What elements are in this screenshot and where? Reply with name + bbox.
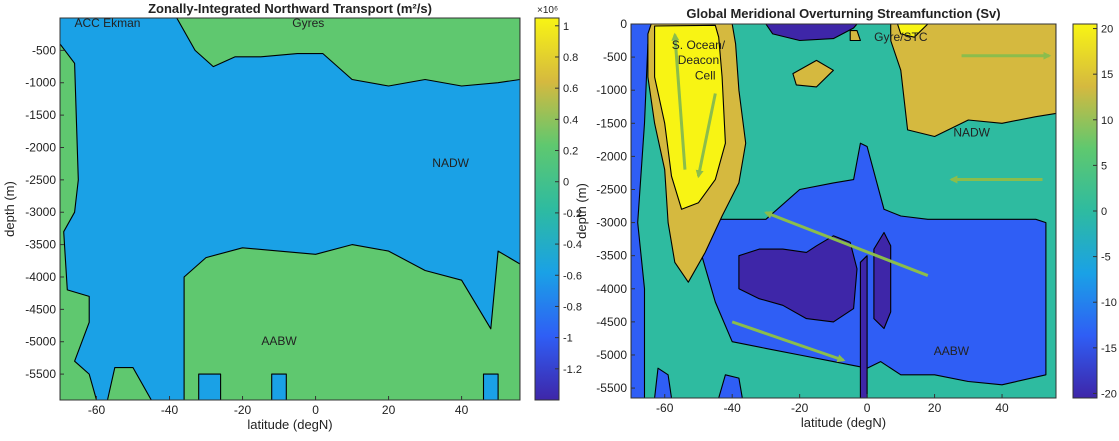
colorbar-tick-label: 10 [1101,115,1113,127]
y-tick-label: -5000 [25,335,56,349]
x-axis-label: latitude (degN) [801,415,886,430]
x-tick-label: -20 [234,403,252,417]
y-tick-label: -5500 [596,381,627,395]
x-tick-label: -60 [656,401,674,415]
contour-region-2 [183,244,520,400]
colorbar-tick-label: 15 [1101,69,1113,81]
y-axis-label: depth (m) [2,181,17,237]
contour-region-12 [654,367,673,398]
contour-region-7 [896,24,929,38]
x-tick-label: 20 [382,403,396,417]
contour-region-13 [718,374,743,398]
transport-chart: ACC Ekman Gyres NADW AABW -60 -40 -20 0 20 40 -500… [2,1,582,432]
y-tick-label: -4500 [25,302,56,316]
colorbar [534,17,560,401]
x-tick-label: 40 [455,403,469,417]
annotation-label: AABW [934,344,970,358]
colorbar-tick-label: -10 [1101,297,1117,309]
y-tick-label: -3500 [25,238,56,252]
contour-region-6 [890,24,1056,138]
y-tick-label: -2000 [596,149,627,163]
colorbar-tick-label: 0.8 [563,52,578,64]
y-tick-label: -1500 [596,116,627,130]
y-tick-label: -5000 [596,348,627,362]
colorbar-tick-label: 0 [563,177,569,189]
y-tick-label: -4500 [596,315,627,329]
x-axis-label: latitude (degN) [247,417,332,432]
annotation-label: Deacon [678,53,719,67]
y-tick-label: -3500 [596,249,627,263]
y-axis-label: depth (m) [574,183,589,239]
colorbar-tick-label: -5 [1101,252,1111,264]
colorbar-tick-label: -0.2 [563,208,582,220]
y-tick-label: -4000 [596,282,627,296]
chart-title: Global Meridional Overturning Streamfunc… [686,6,1000,21]
colorbar-tick-label: 0.2 [563,146,578,158]
flow-arrow-4 [731,320,846,363]
colorbar-tick-label: 0.4 [563,114,578,126]
y-tick-label: -3000 [25,205,56,219]
flow-arrow-1 [695,93,717,179]
y-tick-label: -1500 [25,108,56,122]
chart-title: Zonally-Integrated Northward Transport (… [148,1,432,16]
contour-region-3 [873,231,892,330]
x-tick-label: 0 [312,403,319,417]
y-tick-label: -500 [603,50,627,64]
y-tick-label: -5500 [25,367,56,381]
annotation-label: ACC Ekman [74,16,140,30]
contour-region-5 [654,24,726,210]
contour-region-9 [849,30,861,42]
colorbar-tick-label: 5 [1101,160,1107,172]
colorbar-tick-label: 0 [1101,206,1107,218]
colorbar-tick-label: -1.2 [563,364,582,376]
colorbar-tick-label: -20 [1101,388,1117,400]
annotation-label: Cell [695,68,716,82]
y-tick-label: -3000 [596,216,627,230]
x-tick-label: -40 [724,401,742,415]
y-tick-label: -2500 [25,173,56,187]
y-tick-label: -1000 [25,76,56,90]
annotation-label: NADW [432,156,469,170]
flow-arrow-3 [764,211,929,277]
contour-region-1 [60,43,98,400]
plot-frame [630,23,1057,399]
annotation-label: Gyres [292,16,324,30]
colorbar-tick-label: -0.4 [563,239,582,251]
y-tick-label: -500 [32,43,56,57]
contour-region-3 [106,367,152,400]
contour-region-2 [738,235,858,323]
colorbar-tick-label: 20 [1101,24,1113,36]
y-tick-label: -4000 [25,270,56,284]
contour-region-8 [792,59,834,88]
y-tick-label: 0 [620,17,627,31]
y-tick-label: -1000 [596,83,627,97]
flow-arrow-0 [671,32,687,170]
annotation-label: NADW [953,125,990,139]
annotation-label: S. Ocean/ [672,38,726,52]
contour-region-11 [859,255,868,398]
x-tick-label: 40 [995,401,1009,415]
plot-frame [59,17,521,401]
colorbar-tick-label: -1 [563,333,573,345]
colorbar-tick-label: -0.8 [563,301,582,313]
colorbar-tick-label: 1 [563,21,569,33]
contour-region-0 [60,18,520,87]
x-tick-label: -60 [88,403,106,417]
y-tick-label: -2000 [25,140,56,154]
contour-region-10 [765,24,858,42]
x-tick-label: 20 [928,401,942,415]
annotation-label: AABW [261,334,297,348]
x-tick-label: 0 [864,401,871,415]
colorbar-tick-label: -15 [1101,343,1117,355]
y-tick-label: -2500 [596,182,627,196]
colorbar-tick-label: 0.6 [563,83,578,95]
x-tick-label: -20 [791,401,809,415]
x-tick-label: -40 [161,403,179,417]
colorbar-exponent: ×10⁶ [537,5,558,16]
annotation-label: Gyre/STC [874,30,928,44]
colorbar-tick-label: -0.6 [563,270,582,282]
